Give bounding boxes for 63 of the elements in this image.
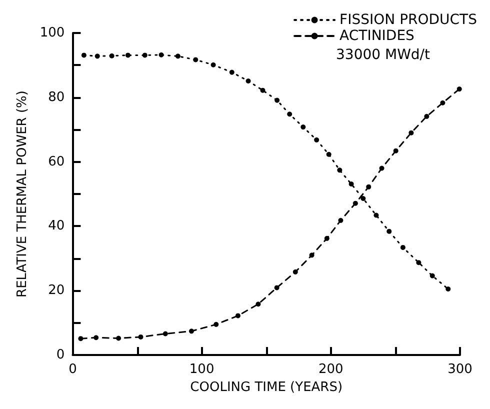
y-tick-label: 40 [48, 218, 65, 234]
point [109, 53, 114, 58]
point [314, 137, 320, 142]
y-tick-label: 60 [48, 154, 65, 170]
point [94, 54, 100, 59]
x-tick-label: 100 [189, 362, 214, 377]
point [300, 124, 306, 130]
point [138, 334, 144, 340]
point [214, 322, 219, 327]
y-tick-label: 20 [48, 283, 65, 298]
point [379, 166, 384, 171]
point [125, 52, 130, 58]
point [78, 336, 84, 342]
point [287, 112, 292, 117]
point [386, 228, 392, 234]
point [260, 88, 266, 93]
point [440, 100, 446, 106]
point [393, 148, 398, 154]
point [400, 244, 406, 250]
point [416, 260, 422, 266]
point [337, 168, 342, 173]
legend-label: ACTINIDES [340, 28, 415, 44]
point [274, 98, 280, 103]
point [193, 57, 198, 62]
point [274, 285, 280, 290]
point [81, 52, 86, 58]
legend-label: FISSION PRODUCTS [340, 12, 478, 28]
point [430, 273, 435, 278]
annotation: 33000 MWd/t [336, 47, 431, 63]
point [326, 152, 332, 157]
point [116, 336, 122, 341]
point [338, 218, 344, 223]
point [424, 114, 430, 119]
x-axis-title: COOLING TIME (YEARS) [190, 380, 343, 395]
point [235, 313, 240, 318]
point [446, 286, 451, 292]
point [175, 54, 180, 59]
point [352, 200, 358, 206]
point [246, 78, 251, 84]
point [408, 130, 414, 136]
y-tick-label: 80 [48, 90, 65, 105]
y-axis-title: RELATIVE THERMAL POWER (%) [15, 90, 30, 298]
y-tick-label: 100 [40, 26, 65, 40]
y-tick-label: 0 [56, 348, 65, 362]
point [292, 269, 298, 274]
point [158, 52, 164, 58]
x-tick-label: 300 [448, 362, 472, 377]
point [366, 184, 372, 190]
point [188, 328, 194, 334]
point [142, 52, 148, 58]
point [162, 331, 168, 336]
point [456, 86, 462, 92]
point [360, 196, 366, 202]
x-tick-label: 200 [318, 362, 344, 377]
point [374, 212, 379, 218]
x-tick-label: 0 [68, 362, 77, 377]
point [94, 335, 99, 340]
point [309, 252, 314, 258]
point [256, 302, 261, 307]
point [229, 70, 234, 75]
point [348, 182, 354, 187]
point [324, 236, 330, 241]
point [210, 62, 216, 68]
